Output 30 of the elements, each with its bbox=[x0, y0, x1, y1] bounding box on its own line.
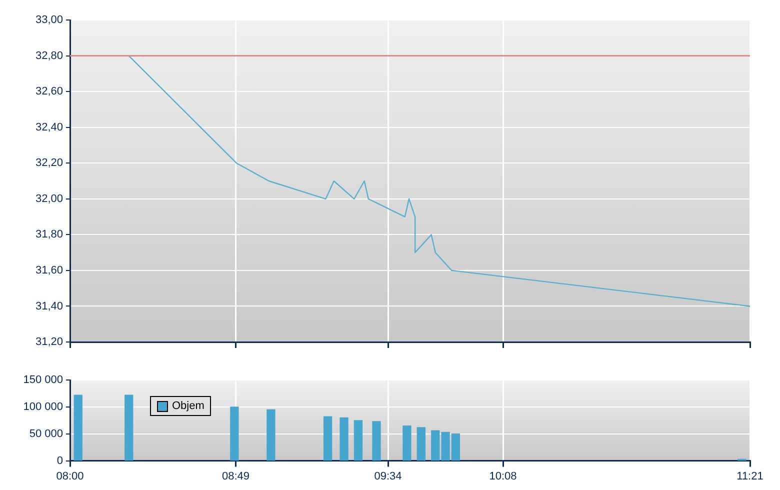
y-tick-label: 50 000 bbox=[29, 428, 63, 440]
y-tick-label: 32,60 bbox=[35, 86, 63, 98]
y-tick-label: 32,00 bbox=[35, 192, 63, 205]
y-tick-label: 31,20 bbox=[35, 336, 63, 348]
y-tick-label: 150 000 bbox=[23, 374, 63, 386]
y-tick-label: 32,40 bbox=[35, 121, 63, 134]
text: Objem bbox=[172, 400, 204, 412]
x-tick-label: 08:00 bbox=[56, 470, 84, 482]
bar bbox=[340, 417, 348, 461]
bar bbox=[372, 421, 381, 461]
bar bbox=[230, 406, 239, 461]
y-tick-label: 100 000 bbox=[23, 400, 63, 413]
bar bbox=[124, 394, 134, 461]
bar bbox=[323, 416, 332, 461]
y-tick-label: 31,40 bbox=[35, 300, 63, 312]
x-tick-label: 11:21 bbox=[736, 470, 764, 482]
y-tick-label: 32,20 bbox=[35, 157, 63, 170]
x-tick-label: 09:34 bbox=[374, 470, 402, 482]
y-tick-label: 32,80 bbox=[35, 50, 63, 62]
y-tick-label: 33,00 bbox=[35, 14, 63, 26]
bar bbox=[266, 409, 276, 461]
bar bbox=[402, 425, 412, 461]
bar bbox=[416, 427, 426, 461]
y-tick-label: 31,80 bbox=[35, 228, 63, 241]
bar bbox=[354, 420, 363, 461]
bar bbox=[74, 394, 82, 461]
x-tick-label: 08:49 bbox=[222, 470, 250, 482]
y-tick-label: 0 bbox=[56, 454, 63, 467]
y-tick-label: 31,60 bbox=[35, 264, 63, 276]
x-tick-label: 10:08 bbox=[489, 470, 517, 482]
